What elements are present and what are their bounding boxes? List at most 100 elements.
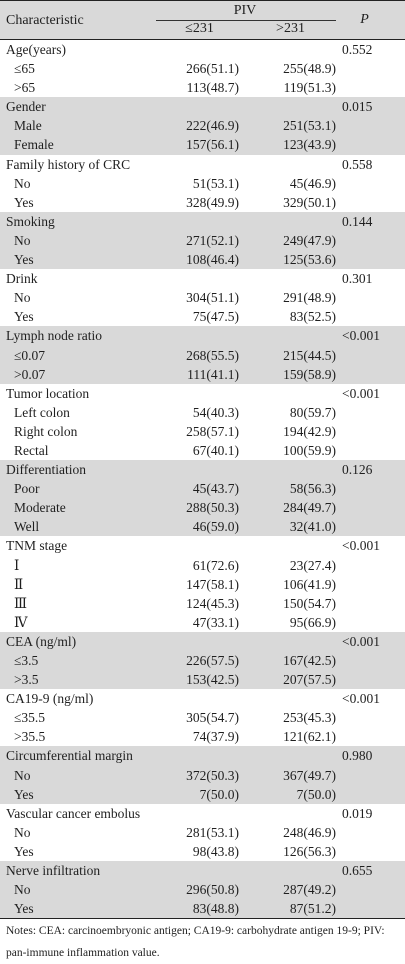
table-bottom-rule [0, 918, 405, 920]
table-row: Well 46(59.0) 32(41.0) [0, 517, 405, 536]
cell-low: 54(40.3) [192, 404, 239, 420]
table-row: Rectal 67(40.1) 100(59.9) [0, 441, 405, 460]
cell-high: 123(43.9) [283, 137, 336, 153]
table-body: Age(years) 0.552 ≤65 266(51.1) 255(48.9) >65 1… [0, 40, 405, 919]
cell-low: 271(52.1) [186, 232, 239, 248]
table-group: Age(years) 0.552 ≤65 266(51.1) 255(48.9) >65 1… [0, 40, 405, 97]
row-label: >65 [14, 80, 36, 96]
cell-high: 251(53.1) [283, 118, 336, 134]
row-label: Yes [14, 786, 34, 802]
table-row: Moderate 288(50.3) 284(49.7) [0, 498, 405, 517]
group-header-row: Nerve infiltration 0.655 [0, 861, 405, 880]
cell-low: 47(33.1) [192, 614, 239, 630]
row-label: Male [14, 118, 42, 134]
group-label: Gender [6, 99, 46, 115]
cell-low: 266(51.1) [186, 61, 239, 77]
table-row: >35.5 74(37.9) 121(62.1) [0, 727, 405, 746]
group-header-row: Circumferential margin 0.980 [0, 746, 405, 765]
cell-high: 87(51.2) [289, 901, 336, 917]
p-value: 0.144 [342, 213, 373, 229]
table-row: No 271(52.1) 249(47.9) [0, 231, 405, 250]
table-row: ≤35.5 305(54.7) 253(45.3) [0, 708, 405, 727]
cell-low: 108(46.4) [186, 252, 239, 268]
table-group: Family history of CRC 0.558 No 51(53.1) 45(4… [0, 155, 405, 212]
cell-high: 207(57.5) [283, 672, 336, 688]
header-p: P [360, 12, 369, 27]
table-group: CA19-9 (ng/ml) <0.001 ≤35.5 305(54.7) 253(45… [0, 689, 405, 746]
row-label: Yes [14, 901, 34, 917]
cell-high: 287(49.2) [283, 882, 336, 898]
group-label: Lymph node ratio [6, 328, 102, 344]
table-notes: Notes: CEA: carcinoembryonic antigen; CA… [6, 925, 385, 960]
group-label: Nerve infiltration [6, 863, 101, 879]
row-label: >0.07 [14, 366, 46, 382]
row-label: No [14, 767, 31, 783]
table-group: Gender 0.015 Male 222(46.9) 251(53.1) Female 1… [0, 97, 405, 155]
table-row: Yes 7(50.0) 7(50.0) [0, 785, 405, 804]
group-label: Vascular cancer embolus [6, 805, 141, 821]
cell-low: 111(41.1) [187, 366, 239, 382]
cell-low: 75(47.5) [192, 309, 239, 325]
cell-high: 159(58.9) [283, 366, 336, 382]
cell-high: 125(53.6) [283, 252, 336, 268]
row-label: Moderate [14, 500, 66, 516]
header-piv: PIV [233, 3, 257, 18]
table-row: Right colon 258(57.1) 194(42.9) [0, 422, 405, 441]
table-group: Lymph node ratio <0.001 ≤0.07 268(55.5) 215(… [0, 326, 405, 384]
cell-high: 284(49.7) [283, 500, 336, 516]
cell-high: 83(52.5) [289, 309, 336, 325]
cell-high: 215(44.5) [283, 347, 336, 363]
group-header-row: TNM stage <0.001 [0, 536, 405, 555]
cell-low: 226(57.5) [186, 653, 239, 668]
row-label: Left colon [14, 404, 70, 420]
cell-low: 258(57.1) [186, 423, 239, 439]
row-label: >3.5 [14, 672, 39, 688]
table-row: No 372(50.3) 367(49.7) [0, 766, 405, 785]
table-row: Ⅲ 124(45.3) 150(54.7) [0, 594, 405, 613]
p-value: 0.552 [342, 42, 373, 57]
header-piv-rule [156, 20, 336, 21]
cell-low: 51(53.1) [192, 175, 239, 191]
p-value: <0.001 [342, 691, 380, 707]
table-row: Male 222(46.9) 251(53.1) [0, 116, 405, 135]
cell-high: 58(56.3) [289, 481, 336, 497]
group-header-row: Smoking 0.144 [0, 212, 405, 231]
table-row: Left colon 54(40.3) 80(59.7) [0, 403, 405, 422]
p-value: 0.126 [342, 462, 373, 478]
header-characteristic: Characteristic [6, 13, 84, 28]
cell-high: 80(59.7) [289, 404, 336, 420]
table-row: Yes 98(43.8) 126(56.3) [0, 842, 405, 861]
table-group: TNM stage <0.001 Ⅰ 61(72.6) 23(27.4) Ⅱ 147(58.… [0, 536, 405, 631]
table-group: Drink 0.301 No 304(51.1) 291(48.9) Yes 75(47.5… [0, 269, 405, 326]
cell-low: 74(37.9) [192, 729, 239, 745]
group-label: Family history of CRC [6, 156, 131, 172]
cell-low: 147(58.1) [186, 576, 239, 592]
group-header-row: Drink 0.301 [0, 269, 405, 288]
group-label: Differentiation [6, 462, 86, 478]
row-label: Well [14, 519, 40, 535]
table-header: Characteristic PIV ≤231 >231 P [0, 0, 405, 40]
cell-low: 98(43.8) [192, 843, 239, 859]
cell-high: 329(50.1) [283, 194, 336, 210]
table-row: ≤0.07 268(55.5) 215(44.5) [0, 346, 405, 365]
cell-low: 124(45.3) [186, 595, 239, 611]
table-row: ≤3.5 226(57.5) 167(42.5) [0, 651, 405, 670]
table-row: No 281(53.1) 248(46.9) [0, 823, 405, 842]
cell-low: 67(40.1) [192, 442, 239, 458]
group-label: TNM stage [6, 538, 68, 554]
row-label: No [14, 824, 31, 840]
row-label: Poor [14, 481, 40, 497]
group-label: CEA (ng/ml) [6, 633, 77, 649]
group-label: Age(years) [6, 42, 66, 57]
p-value: <0.001 [342, 538, 380, 554]
p-value: 0.015 [342, 99, 373, 115]
group-header-row: Vascular cancer embolus 0.019 [0, 804, 405, 823]
group-header-row: Tumor location <0.001 [0, 384, 405, 403]
cell-high: 32(41.0) [289, 519, 336, 535]
table-row: Ⅳ 47(33.1) 95(66.9) [0, 613, 405, 632]
row-label: Ⅰ [14, 557, 20, 573]
cell-low: 304(51.1) [186, 290, 239, 306]
table-row: Ⅱ 147(58.1) 106(41.9) [0, 575, 405, 594]
cell-low: 222(46.9) [186, 118, 239, 134]
group-label: Smoking [6, 213, 55, 229]
